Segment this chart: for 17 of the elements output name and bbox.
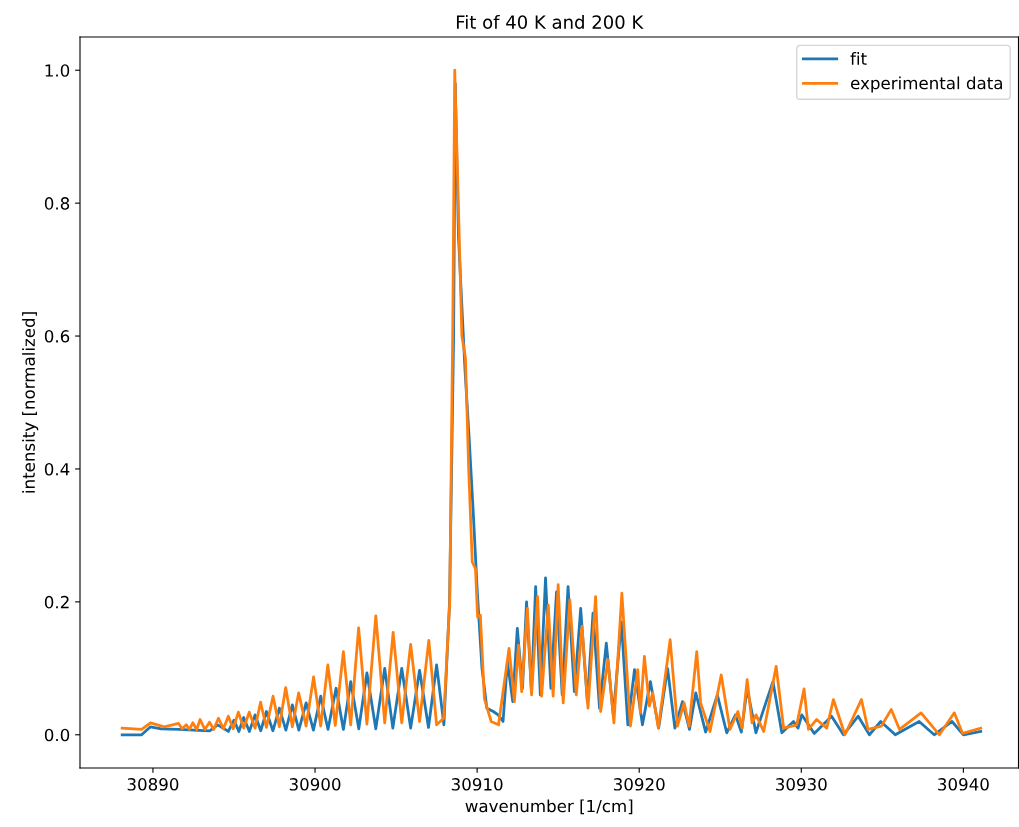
x-axis-title: wavenumber [1/cm] xyxy=(465,799,633,815)
y-tick-label: 0.2 xyxy=(44,595,69,609)
x-tick-label: 30900 xyxy=(289,778,341,791)
y-tick-label: 0.0 xyxy=(44,728,70,742)
x-tick-label: 30920 xyxy=(613,778,665,791)
x-tick-label: 30890 xyxy=(127,778,179,791)
legend-label: experimental data xyxy=(851,76,1002,93)
y-tick-label: 0.6 xyxy=(44,330,70,343)
x-tick-label: 30930 xyxy=(776,778,827,791)
chart-title: Fit of 40 K and 200 K xyxy=(456,14,644,29)
y-axis-title: intensity [normalized] xyxy=(22,312,39,493)
x-tick-label: 30910 xyxy=(451,778,503,791)
y-tick-label: 1.0 xyxy=(45,64,70,77)
legend-label: fit xyxy=(850,52,867,65)
y-tick-label: 0.4 xyxy=(44,462,70,476)
y-tick-label: 0.8 xyxy=(44,197,70,210)
x-tick-label: 30940 xyxy=(938,778,989,791)
